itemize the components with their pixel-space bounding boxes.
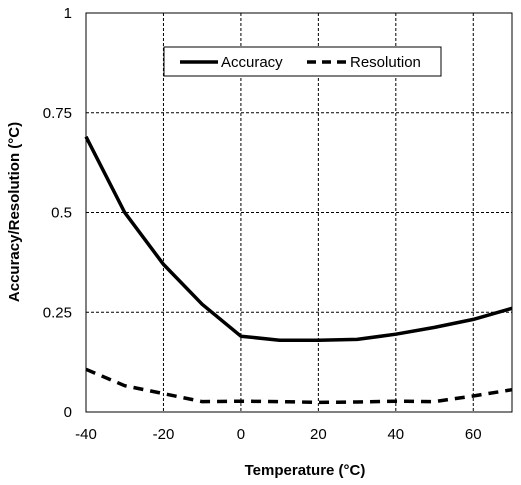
y-tick-label: 0.75 bbox=[43, 105, 72, 122]
x-axis-title: Temperature (°C) bbox=[245, 462, 366, 479]
grid bbox=[86, 13, 512, 412]
x-tick-label: 20 bbox=[310, 426, 327, 443]
series bbox=[84, 135, 513, 405]
y-tick-label: 0 bbox=[64, 404, 72, 421]
y-tick-label: 0.25 bbox=[43, 304, 72, 321]
x-tick-label: 40 bbox=[387, 426, 404, 443]
plot-area-frame bbox=[85, 12, 513, 413]
x-tick-label: -20 bbox=[153, 426, 175, 443]
x-tick-label: 60 bbox=[465, 426, 482, 443]
tick-labels: -40 -20 0 20 40 60 0 0.25 0.5 0.75 1 bbox=[43, 5, 482, 443]
legend-accuracy-label: Accuracy bbox=[221, 54, 283, 71]
series-line-resolution bbox=[85, 367, 513, 405]
x-tick-label: -40 bbox=[75, 426, 97, 443]
y-axis-title: Accuracy/Resolution (°C) bbox=[6, 122, 23, 302]
x-tick-label: 0 bbox=[237, 426, 245, 443]
legend: Accuracy Resolution bbox=[163, 46, 442, 77]
series-line-accuracy bbox=[84, 135, 513, 342]
y-tick-label: 1 bbox=[64, 5, 72, 22]
y-tick-label: 0.5 bbox=[51, 205, 72, 222]
legend-resolution-label: Resolution bbox=[350, 54, 421, 71]
